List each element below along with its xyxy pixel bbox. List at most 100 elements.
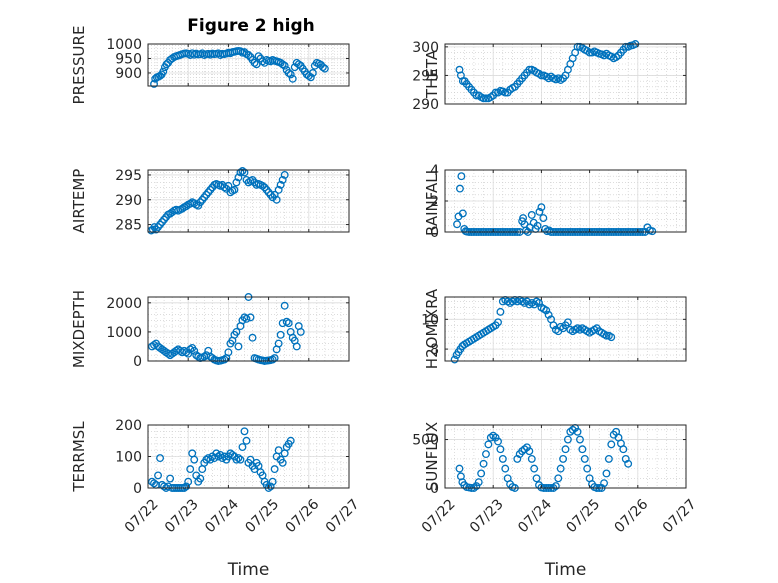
data-point <box>280 171 289 179</box>
data-point <box>226 188 235 197</box>
y-axis-label: RAINFALL <box>423 165 441 236</box>
data-point <box>236 47 245 56</box>
data-point <box>238 167 247 175</box>
y-tick-label: 290 <box>115 193 142 209</box>
data-point <box>491 88 500 97</box>
data-point <box>280 61 289 70</box>
data-point <box>230 185 239 194</box>
data-point <box>258 181 267 190</box>
y-tick-label: 0 <box>430 225 439 241</box>
data-point <box>498 454 507 463</box>
y-tick-label: 0 <box>133 481 142 497</box>
x-tick-label: 07/27 <box>323 496 363 536</box>
data-point <box>320 64 329 73</box>
data-point <box>583 464 592 473</box>
y-axis-label: THETA <box>423 49 441 99</box>
data-point <box>496 307 505 316</box>
y-axis-label: MIXDEPTH <box>70 290 88 368</box>
data-point <box>236 168 245 177</box>
data-point <box>556 464 565 473</box>
data-point <box>240 427 249 436</box>
data-point <box>539 214 548 222</box>
data-point <box>168 54 177 63</box>
data-point <box>272 195 281 204</box>
x-tick-label: 07/22 <box>419 496 459 536</box>
data-point <box>318 63 327 72</box>
data-point <box>537 71 546 80</box>
data-point <box>232 455 241 464</box>
y-tick-label: 10 <box>421 312 439 328</box>
data-point <box>525 65 534 74</box>
data-point <box>602 469 611 478</box>
data-point <box>477 469 486 478</box>
data-point <box>156 454 165 463</box>
data-point <box>278 175 287 184</box>
figure-title: Figure 2 high <box>187 16 315 36</box>
data-point <box>542 306 551 315</box>
y-tick-label: 900 <box>115 66 142 82</box>
data-point <box>240 168 249 177</box>
data-point <box>150 341 158 349</box>
data-point <box>202 455 211 464</box>
x-axis-label: Time <box>227 560 270 580</box>
data-point <box>270 190 279 199</box>
data-point <box>578 445 587 454</box>
x-tick-label: 07/25 <box>242 496 282 536</box>
data-point <box>624 459 633 468</box>
data-point <box>160 482 169 491</box>
x-tick-label: 07/27 <box>660 496 700 536</box>
data-point <box>182 482 191 491</box>
data-point <box>232 178 241 187</box>
data-point <box>159 67 168 76</box>
data-point <box>266 482 275 491</box>
x-axis-label: Time <box>544 560 587 580</box>
data-point <box>648 227 657 236</box>
data-point <box>294 60 303 69</box>
data-point <box>268 355 277 364</box>
data-point <box>182 202 191 211</box>
data-point <box>600 479 609 488</box>
y-axis-label: AIRTEMP <box>70 169 88 234</box>
data-point <box>224 348 233 357</box>
y-tick-label: 2000 <box>106 296 142 312</box>
data-point <box>455 184 464 193</box>
data-point <box>154 471 162 480</box>
data-point <box>234 342 243 351</box>
data-point <box>234 454 243 463</box>
data-point <box>535 207 544 216</box>
data-point <box>178 204 187 213</box>
y-tick-label: 500 <box>412 433 439 449</box>
x-tick-label: 07/23 <box>162 496 202 536</box>
data-point <box>563 318 572 327</box>
data-point <box>527 210 536 219</box>
y-tick-label: 290 <box>412 97 439 113</box>
data-point <box>250 58 259 67</box>
data-point <box>537 203 546 212</box>
data-point <box>150 80 158 88</box>
data-point <box>210 454 219 463</box>
y-axis-label: SUNFLUX <box>423 422 441 491</box>
data-point <box>166 474 175 483</box>
y-axis-label: H2OMIXRA <box>423 288 441 369</box>
data-point <box>563 435 572 444</box>
x-tick-label: 07/24 <box>202 496 242 536</box>
data-point <box>530 464 539 473</box>
data-point <box>455 464 464 473</box>
data-point <box>602 331 611 340</box>
y-tick-label: 8 <box>430 342 439 358</box>
data-point <box>220 355 229 364</box>
data-point <box>238 443 247 451</box>
data-point <box>554 474 563 483</box>
data-point <box>284 69 293 77</box>
x-tick-label: 07/26 <box>612 496 652 536</box>
data-point <box>186 345 195 354</box>
data-point <box>286 70 295 79</box>
y-tick-label: 200 <box>115 418 142 434</box>
subplot-airtemp: 285 290 295 AIRTEMP <box>70 167 350 235</box>
data-point <box>228 450 237 459</box>
